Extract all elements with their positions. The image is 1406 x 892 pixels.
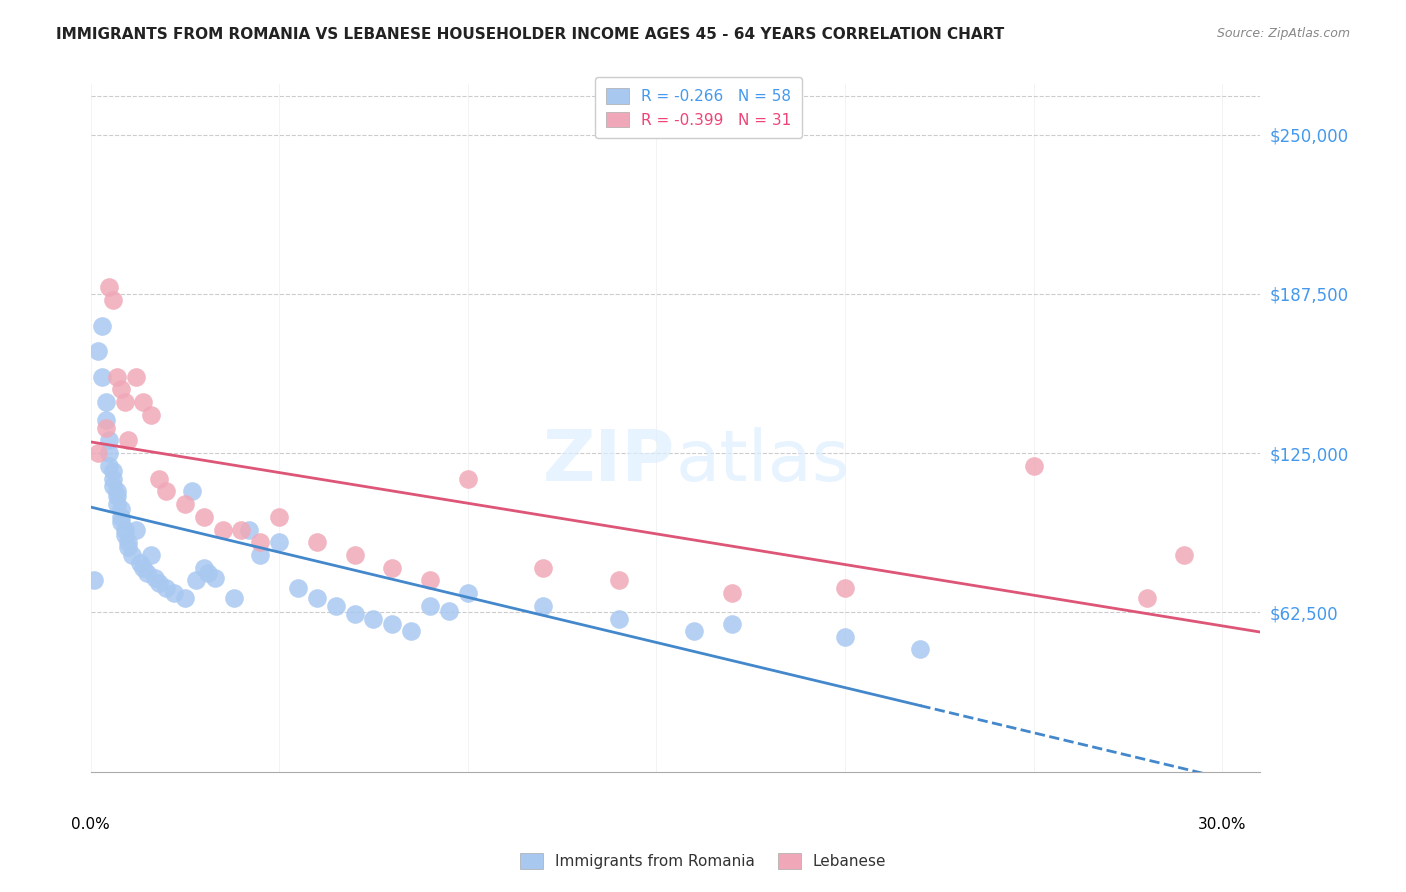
Point: [437, 604, 460, 618]
Text: 0.0%: 0.0%: [72, 817, 110, 832]
Point: [211, 523, 233, 537]
Point: [98, 446, 121, 460]
Point: [531, 560, 554, 574]
Point: [155, 484, 177, 499]
Point: [287, 581, 309, 595]
Point: [1173, 548, 1195, 562]
Point: [381, 616, 404, 631]
Point: [155, 581, 177, 595]
Point: [114, 395, 136, 409]
Point: [249, 535, 271, 549]
Point: [98, 280, 121, 294]
Point: [305, 535, 328, 549]
Point: [121, 548, 143, 562]
Point: [269, 509, 291, 524]
Point: [114, 523, 136, 537]
Point: [98, 458, 121, 473]
Point: [87, 344, 110, 359]
Point: [148, 576, 170, 591]
Point: [269, 535, 291, 549]
Text: ZIP: ZIP: [543, 427, 675, 497]
Point: [114, 527, 136, 541]
Point: [197, 566, 219, 580]
Point: [98, 434, 121, 448]
Point: [457, 471, 479, 485]
Point: [238, 523, 260, 537]
Point: [87, 446, 110, 460]
Point: [531, 599, 554, 613]
Point: [139, 548, 162, 562]
Point: [683, 624, 706, 639]
Legend: Immigrants from Romania, Lebanese: Immigrants from Romania, Lebanese: [513, 847, 893, 875]
Point: [204, 571, 226, 585]
Point: [103, 464, 125, 478]
Point: [720, 586, 742, 600]
Point: [103, 479, 125, 493]
Point: [110, 515, 132, 529]
Point: [128, 556, 150, 570]
Point: [399, 624, 422, 639]
Text: atlas: atlas: [675, 427, 849, 497]
Point: [132, 560, 155, 574]
Point: [305, 591, 328, 606]
Point: [607, 612, 630, 626]
Point: [174, 591, 197, 606]
Point: [117, 434, 139, 448]
Point: [222, 591, 245, 606]
Point: [162, 586, 184, 600]
Point: [136, 566, 159, 580]
Point: [181, 484, 204, 499]
Point: [231, 523, 253, 537]
Legend: R = -0.266   N = 58, R = -0.399   N = 31: R = -0.266 N = 58, R = -0.399 N = 31: [595, 78, 801, 138]
Point: [419, 599, 441, 613]
Point: [457, 586, 479, 600]
Point: [343, 548, 366, 562]
Point: [132, 395, 155, 409]
Point: [83, 574, 105, 588]
Point: [94, 413, 117, 427]
Point: [125, 369, 148, 384]
Point: [94, 395, 117, 409]
Point: [125, 523, 148, 537]
Point: [834, 581, 856, 595]
Point: [834, 630, 856, 644]
Point: [105, 489, 128, 503]
Point: [117, 535, 139, 549]
Point: [1136, 591, 1159, 606]
Point: [419, 574, 441, 588]
Text: Source: ZipAtlas.com: Source: ZipAtlas.com: [1216, 27, 1350, 40]
Point: [343, 607, 366, 621]
Point: [139, 408, 162, 422]
Point: [143, 571, 166, 585]
Point: [186, 574, 208, 588]
Point: [105, 484, 128, 499]
Point: [117, 541, 139, 555]
Point: [363, 612, 385, 626]
Point: [193, 560, 215, 574]
Point: [910, 642, 932, 657]
Point: [174, 497, 197, 511]
Point: [249, 548, 271, 562]
Point: [110, 509, 132, 524]
Point: [1022, 458, 1045, 473]
Point: [90, 318, 112, 333]
Text: IMMIGRANTS FROM ROMANIA VS LEBANESE HOUSEHOLDER INCOME AGES 45 - 64 YEARS CORREL: IMMIGRANTS FROM ROMANIA VS LEBANESE HOUS…: [56, 27, 1004, 42]
Point: [720, 616, 742, 631]
Point: [193, 509, 215, 524]
Point: [110, 502, 132, 516]
Point: [105, 497, 128, 511]
Point: [325, 599, 347, 613]
Point: [110, 382, 132, 396]
Point: [103, 293, 125, 307]
Point: [607, 574, 630, 588]
Text: 30.0%: 30.0%: [1198, 817, 1246, 832]
Point: [148, 471, 170, 485]
Point: [90, 369, 112, 384]
Point: [103, 471, 125, 485]
Point: [94, 420, 117, 434]
Point: [381, 560, 404, 574]
Point: [105, 369, 128, 384]
